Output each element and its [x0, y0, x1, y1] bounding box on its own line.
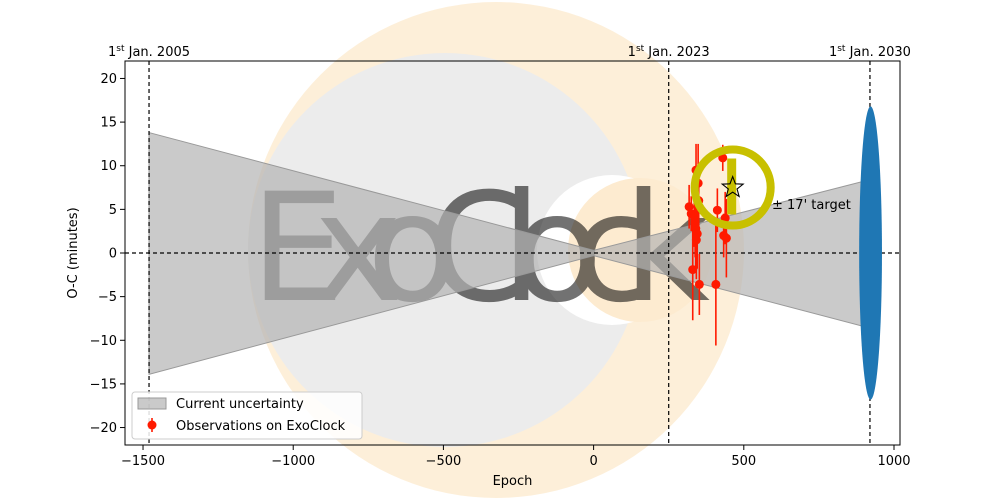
x-tick-label-1: −1000 [271, 454, 315, 469]
y-axis-label: O-C (minutes) [66, 207, 81, 298]
y-tick-label-7: 15 [100, 116, 117, 131]
y-tick-label-1: −15 [90, 377, 117, 392]
legend-uncertainty-label: Current uncertainty [176, 397, 304, 412]
x-tick-label-0: −1500 [121, 454, 165, 469]
x-axis-label: Epoch [493, 474, 533, 489]
x-tick-label-3: 0 [589, 454, 597, 469]
x-tick-label-2: −500 [426, 454, 462, 469]
legend-box [131, 391, 363, 440]
date-marker-label-0: 1st Jan. 2005 [108, 44, 190, 60]
legend-uncertainty-swatch [137, 397, 167, 410]
date-marker-label-1: 1st Jan. 2023 [628, 44, 710, 60]
axes: 1st Jan. 2005 1st Jan. 2023 1st Jan. 2030 −… [66, 44, 911, 489]
y-tick-label-3: −5 [98, 290, 117, 305]
legend: Current uncertainty Observations on ExoCl… [131, 391, 363, 440]
y-tick-label-6: 10 [100, 159, 117, 174]
y-tick-label-8: 20 [100, 72, 117, 87]
observation-point-8 [692, 229, 702, 239]
legend-observation-label: Observations on ExoClock [176, 419, 346, 434]
x-tick-label-4: 500 [731, 454, 756, 469]
future-window-ellipse [859, 106, 882, 400]
legend-observation-marker [147, 420, 157, 430]
observation-point-12 [711, 279, 721, 289]
y-tick-label-4: 0 [109, 247, 117, 262]
date-marker-label-2: 1st Jan. 2030 [829, 44, 911, 60]
y-tick-label-0: −20 [90, 421, 117, 436]
target-label: ± 17' target [772, 198, 851, 213]
observation-point-13 [712, 205, 722, 215]
target-ring [690, 145, 775, 230]
x-tick-label-5: 1000 [877, 454, 910, 469]
observation-point-11 [694, 279, 704, 289]
y-tick-label-2: −10 [90, 334, 117, 349]
target-marker: ± 17' target [690, 145, 851, 230]
observation-point-17 [721, 233, 731, 243]
y-tick-label-5: 5 [109, 203, 117, 218]
observation-point-0 [684, 202, 694, 212]
target-star-icon [720, 174, 745, 198]
observation-point-2 [688, 265, 698, 275]
future-window [859, 106, 882, 400]
